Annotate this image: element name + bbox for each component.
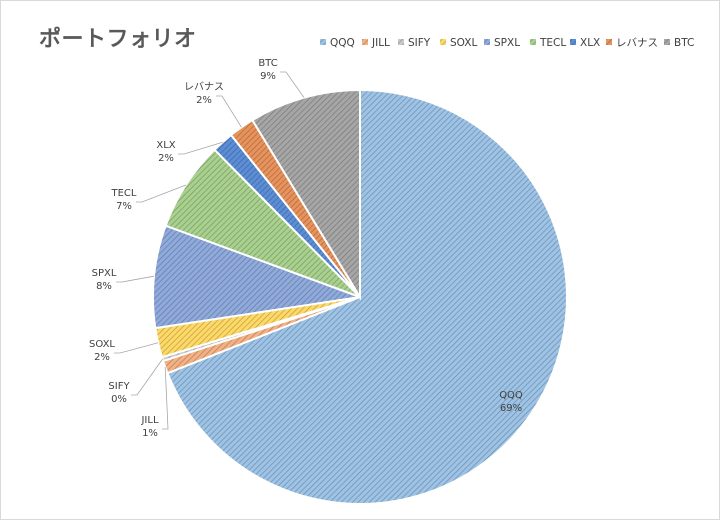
legend-item-jill[interactable]: JILL xyxy=(371,37,390,49)
data-label-name-xlx: XLX xyxy=(156,140,175,151)
leader-line-jill xyxy=(162,367,169,430)
legend-swatch-xlx xyxy=(570,39,576,45)
data-label-name-sify: SIFY xyxy=(108,381,130,392)
legend-swatch-sify xyxy=(398,39,404,45)
pie-slice-spxl[interactable] xyxy=(152,224,361,330)
data-label-name-qqq: QQQ xyxy=(499,390,523,401)
leader-line-tecl xyxy=(136,184,187,203)
legend-swatch-spxl xyxy=(484,39,490,45)
data-label-value-item7: 2% xyxy=(196,95,212,106)
data-label-value-jill: 1% xyxy=(142,428,158,439)
legend-item-tecl[interactable]: TECL xyxy=(539,37,566,49)
leader-line-item7 xyxy=(216,95,242,128)
data-label-name-item7: レバナス xyxy=(184,81,224,93)
data-label-name-spxl: SPXL xyxy=(92,268,117,279)
data-label-value-sify: 0% xyxy=(111,394,127,405)
legend-swatch-jill xyxy=(362,39,368,45)
pie-slice-qqq[interactable] xyxy=(166,88,568,505)
data-label-name-tecl: TECL xyxy=(111,188,137,199)
pie-slice-btc[interactable] xyxy=(251,88,361,301)
data-label-name-jill: JILL xyxy=(140,415,158,426)
data-label-value-xlx: 2% xyxy=(158,153,174,164)
data-label-value-soxl: 2% xyxy=(94,352,110,363)
data-label-value-btc: 9% xyxy=(260,71,276,82)
data-label-name-btc: BTC xyxy=(258,58,277,69)
legend-item-item7[interactable]: レバナス xyxy=(616,37,658,49)
leader-line-xlx xyxy=(178,141,223,155)
leader-line-sify xyxy=(131,358,163,396)
legend-item-qqq[interactable]: QQQ xyxy=(330,37,355,49)
legend-item-sify[interactable]: SIFY xyxy=(408,37,431,49)
legend-item-spxl[interactable]: SPXL xyxy=(494,37,520,49)
chart-title: ポートフォリオ xyxy=(39,27,197,52)
leader-line-btc xyxy=(280,71,305,98)
legend-item-btc[interactable]: BTC xyxy=(674,37,694,49)
legend-swatch-item7 xyxy=(606,39,612,45)
leader-line-spxl xyxy=(116,275,155,283)
legend-item-xlx[interactable]: XLX xyxy=(580,37,600,49)
legend-item-soxl[interactable]: SOXL xyxy=(450,37,477,49)
legend-swatch-btc xyxy=(664,39,670,45)
data-label-name-soxl: SOXL xyxy=(89,339,115,350)
legend-swatch-tecl xyxy=(530,39,536,45)
data-label-value-spxl: 8% xyxy=(96,281,112,292)
leader-line-soxl xyxy=(114,342,159,354)
data-label-value-qqq: 69% xyxy=(500,403,522,414)
data-label-value-tecl: 7% xyxy=(116,201,132,212)
legend-swatch-qqq xyxy=(320,39,326,45)
legend-swatch-soxl xyxy=(440,39,446,45)
